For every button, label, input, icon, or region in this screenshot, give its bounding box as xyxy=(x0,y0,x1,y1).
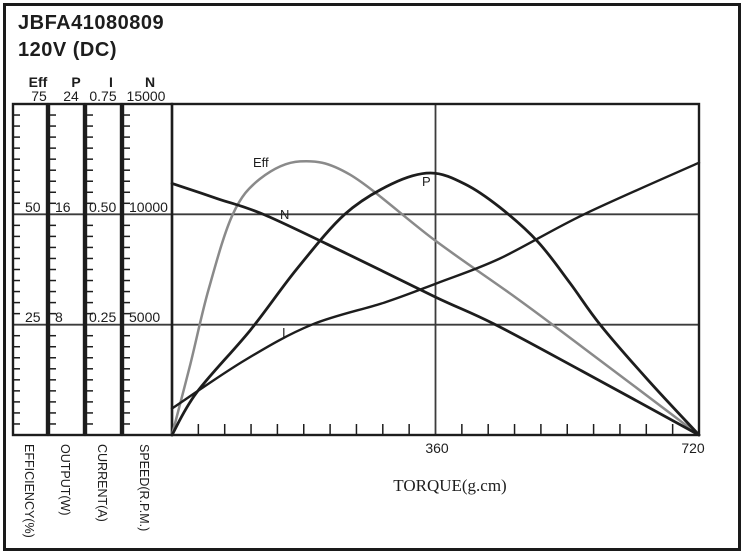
efficiency-curve-label: Eff xyxy=(253,155,269,170)
strip-scale-labels: 50 16 0.50 10000 25 8 0.25 5000 xyxy=(25,199,168,325)
left-axis-headers: Eff P I N 75 24 0.75 15000 xyxy=(29,74,166,104)
i-mid-label: 0.50 xyxy=(89,199,116,215)
x-axis-title: TORQUE(g.cm) xyxy=(393,476,506,495)
strip-speed xyxy=(121,102,174,437)
i-low-label: 0.25 xyxy=(89,309,116,325)
x-tick-720: 720 xyxy=(681,440,705,456)
eff-low-label: 25 xyxy=(25,309,41,325)
p-low-label: 8 xyxy=(55,309,63,325)
current-curve-label: I xyxy=(282,325,286,340)
output-axis-title: OUTPUT(W) xyxy=(58,444,72,516)
axis-name-i: I xyxy=(109,74,113,90)
axis-max-n: 15000 xyxy=(127,88,166,104)
axis-name-n: N xyxy=(145,74,155,90)
x-axis-tick-marks xyxy=(197,424,674,435)
n-low-label: 5000 xyxy=(129,309,160,325)
performance-curves xyxy=(170,159,701,437)
major-gridlines xyxy=(13,104,699,435)
model-number: JBFA41080809 xyxy=(18,12,164,34)
eff-mid-label: 50 xyxy=(25,199,41,215)
x-tick-360: 360 xyxy=(425,440,449,456)
axis-max-i: 0.75 xyxy=(89,88,116,104)
voltage-rating: 120V (DC) xyxy=(18,39,117,61)
y-axis-unit-labels: EFFICIENCY(%) OUTPUT(W) CURRENT(A) SPEED… xyxy=(22,444,151,538)
axis-max-eff: 75 xyxy=(31,88,47,104)
p-mid-label: 16 xyxy=(55,199,71,215)
curve-label-group: Eff N P I xyxy=(253,155,431,340)
left-axis-strips: 50 16 0.50 10000 25 8 0.25 5000 xyxy=(11,102,174,437)
power-curve-label: P xyxy=(422,174,431,189)
n-mid-label: 10000 xyxy=(129,199,168,215)
axis-name-p: P xyxy=(71,74,80,90)
speed-axis-title: SPEED(R.P.M.) xyxy=(137,444,151,531)
chart-header: JBFA41080809 120V (DC) xyxy=(18,12,164,61)
axis-name-eff: Eff xyxy=(29,74,48,90)
page-border xyxy=(3,3,741,551)
speed-curve-label: N xyxy=(280,207,289,222)
curve-eff xyxy=(170,159,701,437)
curve-n xyxy=(170,182,701,437)
plot-area xyxy=(170,102,701,437)
strip-tick-marks xyxy=(13,114,130,425)
x-axis-labels: 360 720 TORQUE(g.cm) xyxy=(393,440,705,495)
axis-max-p: 24 xyxy=(63,88,79,104)
curve-p xyxy=(170,171,701,437)
efficiency-axis-title: EFFICIENCY(%) xyxy=(22,444,36,538)
current-axis-title: CURRENT(A) xyxy=(95,444,109,522)
